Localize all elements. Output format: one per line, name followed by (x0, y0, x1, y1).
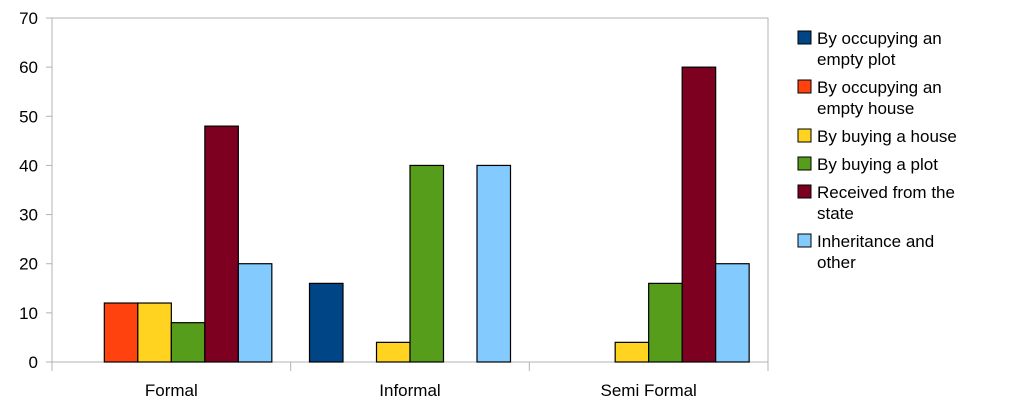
bar (204, 125, 239, 363)
x-tick-label: Semi Formal (600, 381, 696, 400)
bar (237, 263, 273, 363)
x-tick-label: Informal (379, 381, 440, 400)
legend-swatch (797, 233, 812, 248)
bar (715, 263, 750, 363)
legend-label: By buying a plot (817, 155, 938, 174)
y-tick-label: 60 (19, 58, 38, 77)
bar (681, 66, 717, 363)
axes: 0 10 20 30 40 50 60 70 Formal Informal Semi Formal (19, 9, 769, 400)
bar (375, 341, 411, 363)
legend-swatch (797, 156, 812, 171)
bars (103, 66, 750, 363)
legend-label: Received from the state (817, 183, 955, 223)
legend-swatch (797, 79, 812, 94)
x-tick-label: Formal (145, 381, 198, 400)
bar (103, 302, 139, 363)
bar (308, 282, 344, 363)
legend-label: By occupying an empty house (817, 78, 942, 118)
legend-swatch (797, 30, 812, 45)
bar (614, 341, 650, 363)
legend-label: Inheritance and other (817, 232, 934, 272)
y-tick-label: 0 (29, 353, 38, 372)
bar (137, 302, 172, 363)
y-tick-label: 70 (19, 9, 38, 28)
legend-label: By buying a house (817, 127, 957, 146)
bar (476, 164, 512, 363)
legend: By occupying an empty plot By occupying an… (797, 29, 957, 272)
legend-swatch (797, 184, 812, 199)
legend-swatch (797, 128, 812, 143)
y-tick-label: 10 (19, 304, 38, 323)
y-tick-label: 20 (19, 255, 38, 274)
bar (648, 282, 683, 363)
legend-label: By occupying an empty plot (817, 29, 942, 69)
bar (170, 322, 206, 363)
y-tick-label: 50 (19, 107, 38, 126)
bar (409, 164, 445, 363)
y-tick-label: 40 (19, 156, 38, 175)
y-tick-label: 30 (19, 206, 38, 225)
